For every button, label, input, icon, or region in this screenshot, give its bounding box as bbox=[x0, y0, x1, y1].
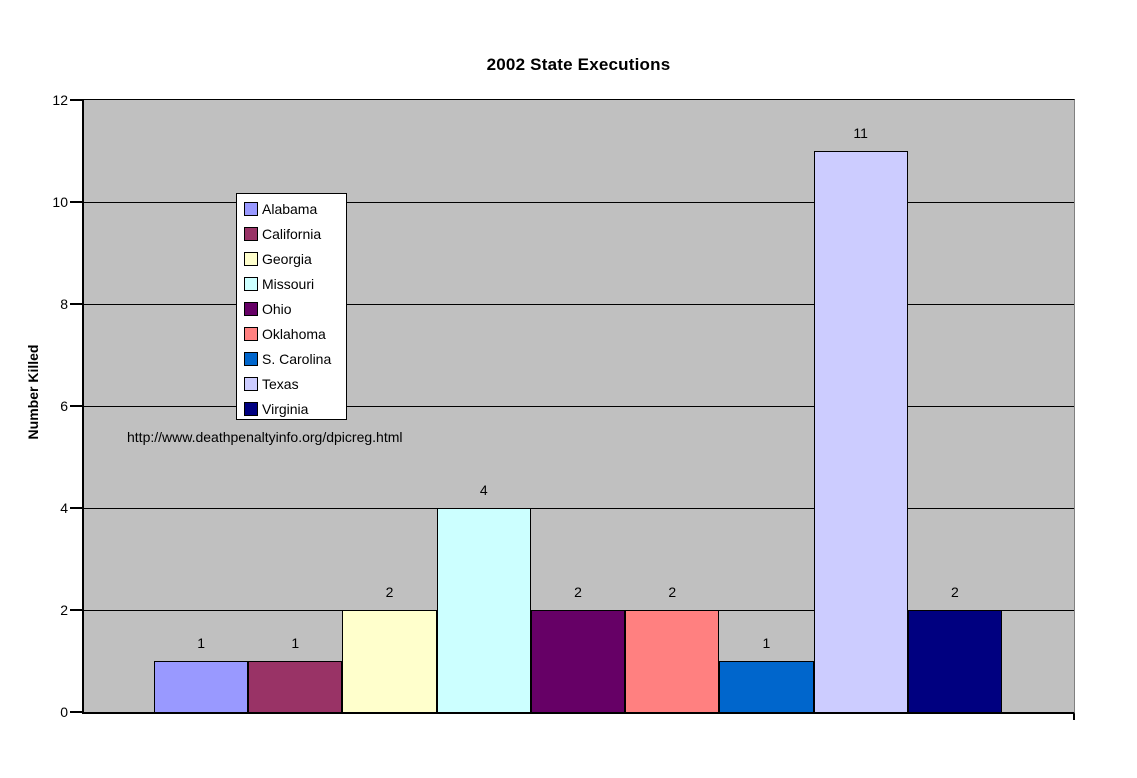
y-axis-tick-label: 6 bbox=[60, 398, 68, 414]
y-axis-tick bbox=[70, 609, 83, 611]
legend-label: Virginia bbox=[262, 400, 309, 417]
legend: Alabama California Georgia Missouri Ohio Okla… bbox=[236, 193, 347, 420]
legend-swatch bbox=[244, 301, 258, 316]
source-url-text: http://www.deathpenaltyinfo.org/dpicreg.… bbox=[127, 429, 403, 445]
legend-item-oklahoma: Oklahoma bbox=[237, 321, 346, 346]
bar-value-label: 11 bbox=[853, 125, 868, 141]
bar-texas bbox=[813, 151, 908, 712]
y-axis-title: Number Killed bbox=[25, 344, 41, 440]
x-axis-end-tick bbox=[1073, 714, 1075, 720]
bar-california bbox=[248, 661, 343, 712]
bar-missouri bbox=[436, 508, 531, 712]
legend-label: S. Carolina bbox=[262, 350, 332, 367]
legend-swatch bbox=[244, 201, 258, 216]
y-axis-tick-label: 12 bbox=[52, 92, 68, 108]
legend-swatch bbox=[244, 376, 258, 391]
legend-item-ohio: Ohio bbox=[237, 296, 346, 321]
legend-item-texas: Texas bbox=[237, 371, 346, 396]
bar-value-label: 4 bbox=[479, 482, 488, 498]
legend-item-s-carolina: S. Carolina bbox=[237, 346, 346, 371]
y-axis-tick bbox=[70, 303, 83, 305]
legend-item-missouri: Missouri bbox=[237, 271, 346, 296]
legend-item-california: California bbox=[237, 221, 346, 246]
bar-ohio bbox=[530, 610, 626, 712]
bar-value-label: 1 bbox=[762, 635, 771, 651]
legend-label: Ohio bbox=[262, 300, 292, 317]
legend-label: Oklahoma bbox=[262, 325, 326, 342]
y-axis-tick bbox=[70, 201, 83, 203]
legend-swatch bbox=[244, 251, 258, 266]
gridline bbox=[84, 304, 1074, 305]
bar-value-label: 2 bbox=[574, 584, 582, 600]
legend-label: Missouri bbox=[262, 275, 315, 292]
legend-swatch bbox=[244, 326, 258, 341]
bar-value-label: 2 bbox=[385, 584, 394, 600]
bar-s-carolina bbox=[719, 661, 814, 712]
bar-oklahoma bbox=[625, 610, 720, 712]
legend-swatch bbox=[244, 226, 258, 241]
bar-alabama bbox=[154, 661, 249, 712]
chart-title: 2002 State Executions bbox=[486, 55, 671, 74]
legend-label: California bbox=[262, 225, 322, 242]
plot-area: 1 1 2 4 2 2 1 11 2 bbox=[82, 99, 1075, 714]
y-axis-tick bbox=[70, 405, 83, 407]
legend-item-georgia: Georgia bbox=[237, 246, 346, 271]
legend-item-alabama: Alabama bbox=[237, 196, 346, 221]
legend-item-virginia: Virginia bbox=[237, 396, 346, 421]
y-axis-tick-label: 10 bbox=[52, 194, 68, 210]
gridline bbox=[84, 202, 1074, 203]
gridline bbox=[84, 406, 1074, 407]
bar-value-label: 1 bbox=[291, 635, 300, 651]
bar-value-label: 2 bbox=[668, 584, 677, 600]
bar-georgia bbox=[342, 610, 437, 712]
y-axis-tick bbox=[70, 507, 83, 509]
legend-swatch bbox=[244, 401, 258, 416]
y-axis-tick-label: 2 bbox=[60, 602, 68, 618]
legend-label: Alabama bbox=[262, 200, 318, 217]
legend-label: Georgia bbox=[262, 250, 312, 267]
y-axis-tick-label: 8 bbox=[60, 296, 68, 312]
legend-label: Texas bbox=[262, 375, 299, 392]
bar-value-label: 1 bbox=[197, 635, 205, 651]
y-axis-tick bbox=[70, 99, 83, 101]
y-axis-tick-label: 0 bbox=[60, 704, 68, 720]
legend-swatch bbox=[244, 276, 258, 291]
bar-virginia bbox=[907, 610, 1002, 712]
y-axis-tick bbox=[70, 711, 83, 713]
y-axis-tick-label: 4 bbox=[60, 500, 68, 516]
gridline bbox=[84, 508, 1074, 509]
bar-value-label: 2 bbox=[950, 584, 959, 600]
legend-swatch bbox=[244, 351, 258, 366]
